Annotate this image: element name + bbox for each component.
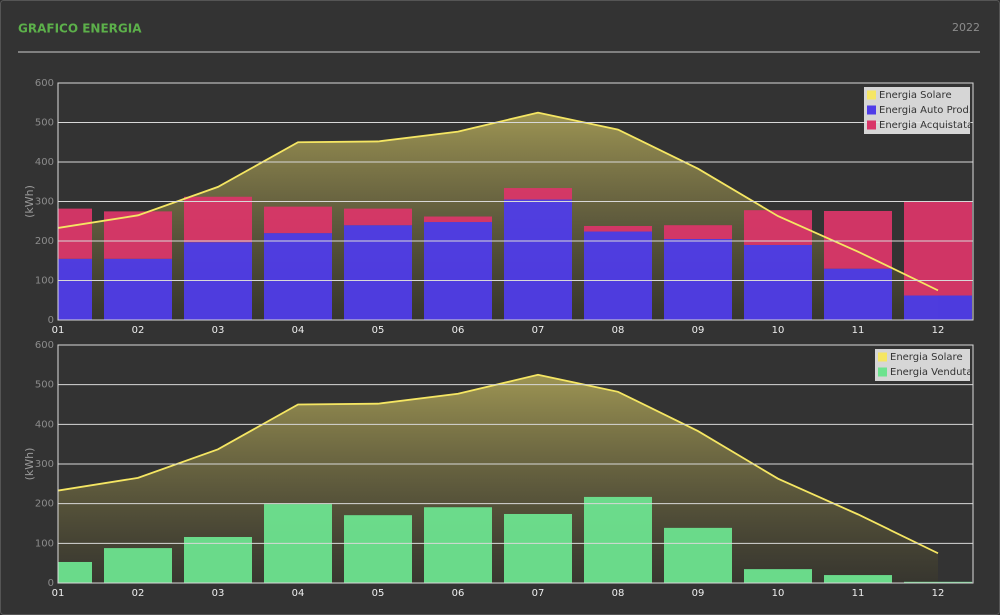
bar <box>744 569 812 583</box>
bar <box>584 231 652 320</box>
legend-label: Energia Acquistata <box>879 120 973 131</box>
bar <box>424 222 492 320</box>
y-tick-label: 100 <box>35 276 54 287</box>
bar <box>504 188 572 200</box>
bar <box>58 561 92 583</box>
bar <box>824 210 892 269</box>
y-tick-label: 400 <box>35 157 54 168</box>
bar <box>504 199 572 320</box>
y-tick-label: 600 <box>35 340 54 351</box>
x-tick-label: 06 <box>452 588 465 599</box>
x-tick-label: 09 <box>692 325 705 336</box>
y-tick-label: 300 <box>35 197 54 208</box>
legend-label: Energia Solare <box>890 352 963 363</box>
x-tick-label: 12 <box>932 588 945 599</box>
y-tick-label: 200 <box>35 236 54 247</box>
panel-title: GRAFICO ENERGIA <box>18 22 142 36</box>
x-tick-label: 10 <box>772 325 785 336</box>
bar <box>58 208 92 259</box>
legend-swatch <box>878 352 887 362</box>
bar <box>424 216 492 223</box>
bar <box>104 258 172 320</box>
bar <box>824 575 892 583</box>
year: 2022 <box>952 21 980 34</box>
bar <box>264 233 332 320</box>
x-tick-label: 01 <box>52 588 65 599</box>
y-tick-label: 0 <box>48 578 54 589</box>
y-tick-label: 500 <box>35 118 54 129</box>
bar <box>664 225 732 240</box>
x-tick-label: 03 <box>212 325 225 336</box>
plot <box>58 373 972 583</box>
bar <box>424 507 492 583</box>
x-tick-label: 04 <box>292 325 305 336</box>
x-tick-label: 12 <box>932 325 945 336</box>
x-tick-label: 04 <box>292 588 305 599</box>
y-tick-label: 200 <box>35 499 54 510</box>
bar <box>584 225 652 232</box>
y-tick-label: 0 <box>48 315 54 326</box>
legend-label: Energia Venduta <box>890 367 972 378</box>
y-axis-label: (kWh) <box>23 185 36 218</box>
x-tick-label: 08 <box>612 588 625 599</box>
y-tick-label: 400 <box>35 419 54 430</box>
legend-label: Energia Auto Prod. <box>879 105 972 116</box>
legend-swatch <box>867 105 876 115</box>
x-tick-label: 01 <box>52 325 65 336</box>
y-tick-label: 500 <box>35 380 54 391</box>
x-tick-label: 06 <box>452 325 465 336</box>
y-tick-label: 300 <box>35 459 54 470</box>
legend-label: Energia Solare <box>879 90 952 101</box>
legend-box <box>864 87 970 134</box>
y-axis-label: (kWh) <box>23 448 36 481</box>
plot <box>58 111 972 320</box>
bar <box>744 244 812 320</box>
legend-swatch <box>867 90 876 100</box>
x-tick-label: 11 <box>852 588 865 599</box>
x-tick-label: 08 <box>612 325 625 336</box>
bar <box>58 258 92 320</box>
x-tick-label: 02 <box>132 588 145 599</box>
x-tick-label: 11 <box>852 325 865 336</box>
x-tick-label: 05 <box>372 588 385 599</box>
bar <box>824 268 892 320</box>
bar <box>104 548 172 583</box>
x-tick-label: 02 <box>132 325 145 336</box>
x-tick-label: 03 <box>212 588 225 599</box>
bar <box>504 513 572 583</box>
bar <box>184 242 252 320</box>
bar <box>904 581 972 583</box>
bar <box>904 201 972 296</box>
y-tick-label: 600 <box>35 78 54 89</box>
bar <box>344 515 412 583</box>
legend-swatch <box>867 120 876 130</box>
bar <box>344 225 412 320</box>
y-tick-label: 100 <box>35 538 54 549</box>
bar <box>184 536 252 583</box>
x-tick-label: 07 <box>532 325 545 336</box>
bar <box>264 206 332 234</box>
bar <box>344 208 412 226</box>
x-tick-label: 05 <box>372 325 385 336</box>
legend-box <box>875 349 970 381</box>
bar <box>904 295 972 320</box>
legend-swatch <box>878 367 887 377</box>
x-tick-label: 09 <box>692 588 705 599</box>
bar <box>184 196 252 243</box>
bar <box>664 239 732 320</box>
x-tick-label: 10 <box>772 588 785 599</box>
bar <box>664 527 732 583</box>
bar <box>584 496 652 583</box>
x-tick-label: 07 <box>532 588 545 599</box>
